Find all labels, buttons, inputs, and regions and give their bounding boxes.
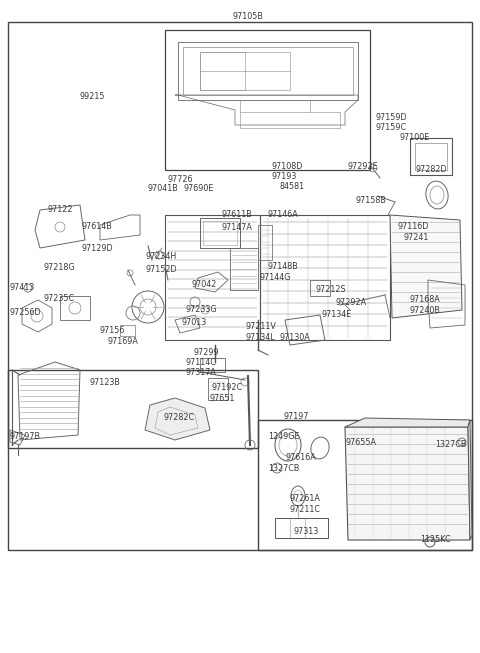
Text: 97211C: 97211C	[290, 505, 321, 514]
Text: 97292A: 97292A	[335, 298, 366, 307]
Text: 97116D: 97116D	[397, 222, 428, 231]
Text: 97193: 97193	[272, 172, 298, 181]
Text: 97108D: 97108D	[272, 162, 303, 171]
Bar	[203, 221, 237, 245]
Bar	[178, 42, 358, 100]
Text: 97233G: 97233G	[185, 305, 216, 314]
Text: 97197: 97197	[283, 412, 309, 421]
Text: 97114C: 97114C	[185, 358, 216, 367]
Text: 1249GE: 1249GE	[268, 432, 300, 441]
Bar	[200, 52, 290, 90]
Bar	[60, 296, 90, 320]
Text: 97013: 97013	[182, 318, 207, 327]
Bar	[200, 358, 225, 372]
Text: 1125KC: 1125KC	[420, 535, 451, 544]
Bar	[415, 143, 447, 170]
Bar	[165, 215, 260, 340]
Text: 97655A: 97655A	[345, 438, 376, 447]
Bar	[260, 215, 390, 340]
Text: 97313: 97313	[293, 527, 318, 536]
Text: 97105B: 97105B	[233, 12, 264, 21]
Text: 97299: 97299	[193, 348, 218, 357]
Text: 97146A: 97146A	[268, 210, 299, 219]
Text: 97042: 97042	[192, 280, 217, 289]
Text: 97158B: 97158B	[355, 196, 386, 205]
Text: 97041B: 97041B	[147, 184, 178, 193]
Text: 97122: 97122	[48, 205, 73, 214]
Polygon shape	[390, 215, 462, 318]
Text: 97240B: 97240B	[410, 306, 441, 315]
Bar	[208, 378, 228, 400]
Bar	[240, 112, 340, 128]
Text: 97100E: 97100E	[400, 133, 430, 142]
Text: 97690E: 97690E	[183, 184, 214, 193]
Text: 97130A: 97130A	[280, 333, 311, 342]
Bar	[275, 518, 328, 538]
Text: 97123B: 97123B	[90, 378, 121, 387]
Bar	[120, 325, 135, 336]
Text: 97147A: 97147A	[222, 223, 253, 232]
Text: 97292E: 97292E	[348, 162, 379, 171]
Text: 97282C: 97282C	[163, 413, 194, 422]
Text: 97169A: 97169A	[108, 337, 139, 346]
Text: 97152D: 97152D	[145, 265, 177, 274]
Text: 97144G: 97144G	[260, 273, 291, 282]
Text: 84581: 84581	[280, 182, 305, 191]
Text: 97651: 97651	[210, 394, 235, 403]
Bar	[8, 22, 472, 550]
Bar	[8, 370, 258, 448]
Bar	[258, 420, 472, 550]
Text: 97168A: 97168A	[410, 295, 441, 304]
Bar	[183, 47, 353, 95]
Text: 1327CB: 1327CB	[435, 440, 467, 449]
Bar	[200, 52, 245, 90]
Text: 97611B: 97611B	[222, 210, 253, 219]
Text: 97256D: 97256D	[10, 308, 42, 317]
Polygon shape	[145, 398, 210, 440]
Text: 97234H: 97234H	[145, 252, 176, 261]
Text: 97134E: 97134E	[322, 310, 352, 319]
Text: 97261A: 97261A	[290, 494, 321, 503]
Text: 97212S: 97212S	[315, 285, 346, 294]
Bar	[165, 30, 370, 170]
Bar	[410, 138, 452, 175]
Text: 97241: 97241	[403, 233, 428, 242]
Text: 97211V: 97211V	[245, 322, 276, 331]
Text: 97218G: 97218G	[43, 263, 74, 272]
Text: 97614B: 97614B	[82, 222, 113, 231]
Bar	[258, 225, 272, 260]
Text: 97129D: 97129D	[82, 244, 114, 253]
Text: 97197B: 97197B	[10, 432, 41, 441]
Text: 1327CB: 1327CB	[268, 464, 300, 473]
Text: 97159D: 97159D	[375, 113, 407, 122]
Text: 97282D: 97282D	[415, 165, 446, 174]
Text: 97134L: 97134L	[245, 333, 275, 342]
Bar	[310, 280, 330, 296]
Text: 97192C: 97192C	[212, 383, 243, 392]
Text: 97159C: 97159C	[375, 123, 406, 132]
Polygon shape	[468, 420, 472, 540]
Text: 97616A: 97616A	[286, 453, 317, 462]
Text: 97235C: 97235C	[43, 294, 74, 303]
Text: 97317A: 97317A	[185, 368, 216, 377]
Text: 97148B: 97148B	[268, 262, 299, 271]
Text: 97726: 97726	[168, 175, 193, 184]
Polygon shape	[345, 418, 470, 427]
Text: 97413: 97413	[10, 283, 35, 292]
Bar	[200, 218, 240, 248]
Polygon shape	[345, 427, 470, 540]
Text: 97156: 97156	[100, 326, 125, 335]
Text: 99215: 99215	[80, 92, 106, 101]
